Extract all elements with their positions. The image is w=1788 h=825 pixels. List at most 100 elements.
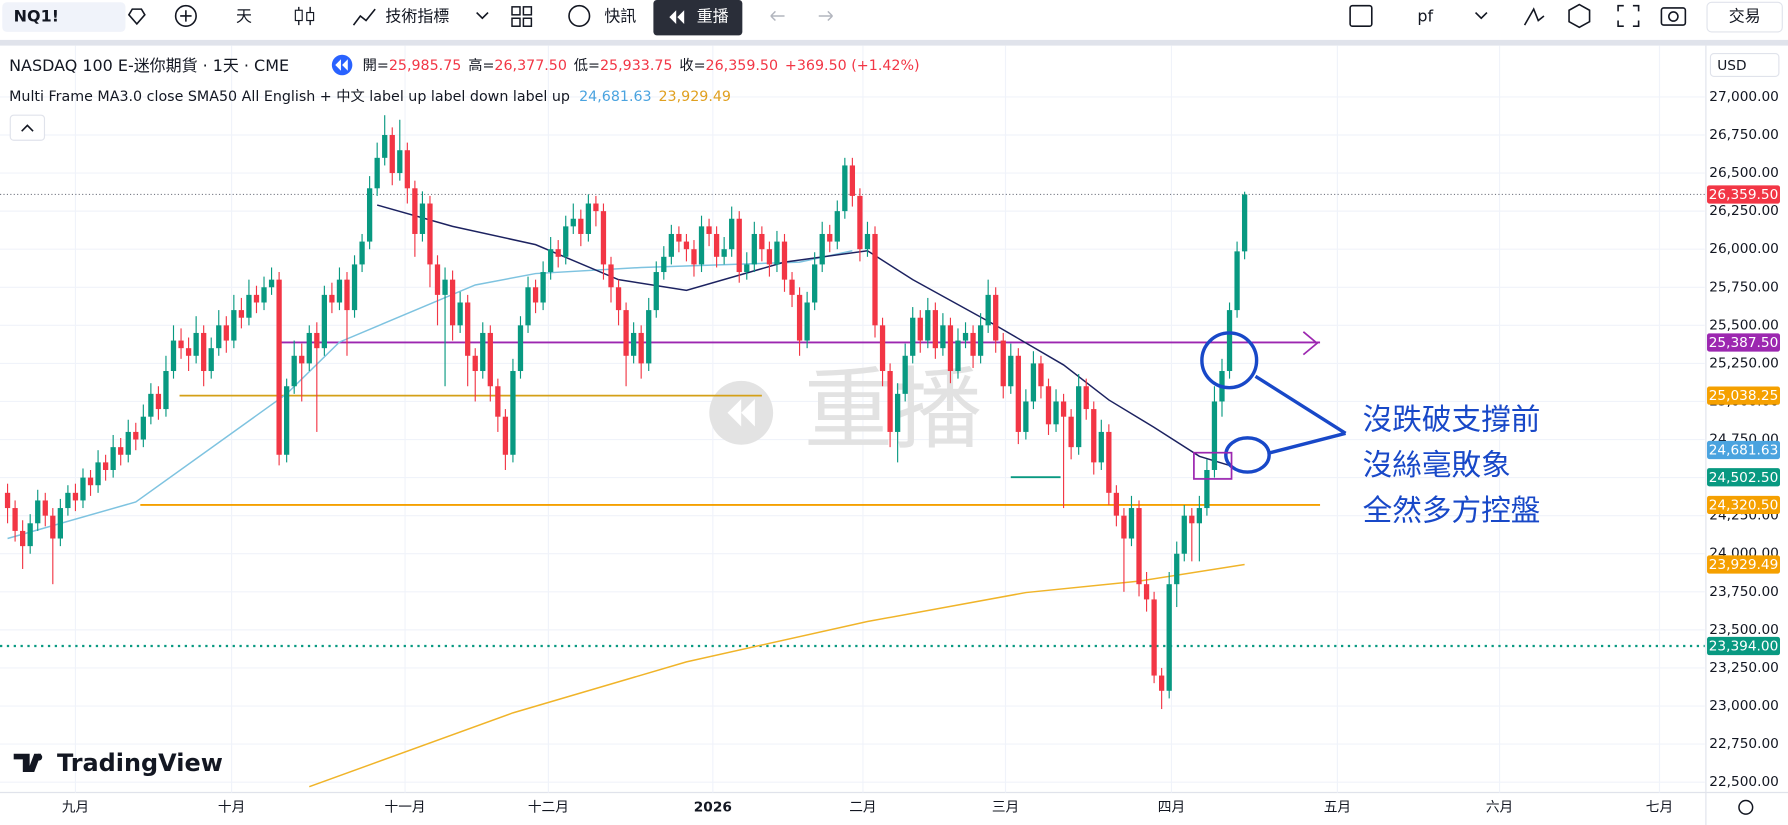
legend-high: 26,377.50 — [494, 58, 567, 74]
legend-ohlc: NASDAQ 100 E-迷你期貨 · 1天 · CME — [9, 56, 289, 75]
candle-body — [1226, 310, 1233, 372]
icon-undo[interactable] — [770, 10, 785, 22]
alerts-button[interactable]: 快訊 — [604, 7, 636, 26]
icon-candle-b — [306, 11, 315, 22]
candle-body — [487, 332, 493, 387]
collapse-button[interactable] — [9, 114, 46, 141]
price-badge — [1707, 185, 1781, 204]
legend-low: 25,933.75 — [600, 58, 673, 74]
trade-button[interactable] — [1706, 1, 1783, 33]
candle-body — [465, 302, 471, 356]
icon-layouts[interactable] — [511, 6, 533, 27]
candle-body — [140, 416, 146, 440]
legend-title: NASDAQ 100 E-迷你期貨 · 1天 · CME — [9, 56, 289, 75]
legend-high-label: 高= — [468, 57, 494, 74]
layout-name[interactable]: pf — [1417, 7, 1433, 26]
icon-quick[interactable] — [1523, 7, 1545, 26]
currency-box[interactable] — [1709, 53, 1780, 77]
candle-body — [268, 279, 275, 288]
candle-body — [95, 462, 101, 486]
candle-body — [774, 241, 780, 265]
candle-body — [842, 165, 848, 212]
candle-body — [329, 294, 335, 303]
candle-body — [502, 416, 509, 455]
candle-body — [781, 241, 788, 280]
icon-add[interactable] — [174, 4, 197, 28]
candle-body — [1136, 508, 1142, 585]
candle-body — [1211, 401, 1218, 470]
candle-body — [442, 279, 448, 295]
icon-diamond[interactable] — [127, 8, 146, 26]
annotation-text: 全然多方控盤 — [1363, 492, 1541, 527]
y-tick-label: 23,750.00 — [1709, 584, 1779, 600]
candle-body — [1196, 508, 1203, 524]
icon-select[interactable] — [1349, 4, 1373, 28]
y-tick-label: 25,750.00 — [1709, 279, 1779, 295]
candle-body — [804, 302, 810, 341]
candle-body — [321, 294, 328, 349]
symbol-search[interactable] — [2, 2, 126, 32]
icon-axis-settings[interactable] — [1738, 799, 1754, 815]
candle-body — [864, 233, 871, 250]
plot — [0, 115, 1705, 788]
icon-snapshot[interactable] — [1660, 7, 1687, 26]
candle-body — [706, 226, 712, 234]
x-tick-label: 2026 — [694, 799, 732, 815]
candle-body — [1015, 355, 1021, 432]
candle-body — [185, 348, 192, 356]
candle-body — [1053, 401, 1059, 425]
legend-change: +369.50 (+1.42%) — [785, 58, 920, 74]
icon-layout-dropdown[interactable] — [1474, 11, 1488, 20]
candle-body — [1189, 515, 1195, 524]
candle-body — [1159, 675, 1165, 691]
legend-open: 25,985.75 — [389, 58, 462, 74]
icon-fullscreen[interactable] — [1617, 4, 1640, 28]
x-tick-label: 二月 — [849, 799, 876, 815]
candle-body — [201, 332, 207, 372]
icon-alert[interactable] — [568, 4, 591, 28]
annotation-shapes — [1200, 331, 1347, 474]
price-badge — [1707, 440, 1781, 460]
candle-body — [555, 249, 561, 257]
candle-body — [766, 249, 773, 265]
candle-body — [879, 325, 886, 372]
candle-body — [676, 233, 682, 242]
candle-body — [570, 218, 576, 227]
candle-body — [12, 508, 18, 531]
candle-body — [306, 332, 312, 364]
candle-body — [208, 348, 214, 372]
candle-body — [925, 310, 931, 341]
indicators-button[interactable]: 技術指標 — [385, 7, 449, 26]
interval[interactable]: 天 — [236, 7, 252, 26]
legend-values: 開=25,985.75 高=26,377.50 低=25,933.75 收=26,35… — [363, 57, 920, 74]
candle-body — [1091, 409, 1097, 463]
candle-body — [789, 279, 795, 295]
candle-body — [449, 279, 456, 326]
legend-low-label: 低= — [574, 57, 600, 74]
price-badge — [1707, 495, 1781, 515]
candle-body — [510, 371, 516, 455]
icon-dropdown[interactable] — [476, 11, 489, 20]
candle-body — [472, 355, 478, 372]
replay-button[interactable] — [653, 0, 743, 36]
icon-redo[interactable] — [818, 10, 833, 22]
candle-body — [532, 287, 539, 303]
candle-body — [593, 203, 599, 212]
candle-body — [947, 325, 954, 372]
annotation-text: 沒絲毫敗象 — [1363, 447, 1511, 482]
candle-body — [102, 462, 109, 470]
y-tick-label: 23,000.00 — [1709, 698, 1779, 714]
candle-body — [1181, 515, 1187, 554]
icon-indicators[interactable] — [352, 8, 376, 26]
candle-body — [1234, 251, 1240, 311]
candle-body — [1204, 469, 1210, 509]
trade-label: 交易 — [1729, 7, 1761, 26]
icon-settings[interactable] — [1568, 3, 1591, 29]
candle-body — [1030, 363, 1037, 402]
candle-body — [133, 431, 139, 440]
candle-body — [170, 340, 177, 372]
candle-body — [27, 523, 33, 547]
candle-body — [4, 492, 11, 509]
candle-body — [80, 477, 86, 501]
candle-body — [193, 332, 199, 356]
